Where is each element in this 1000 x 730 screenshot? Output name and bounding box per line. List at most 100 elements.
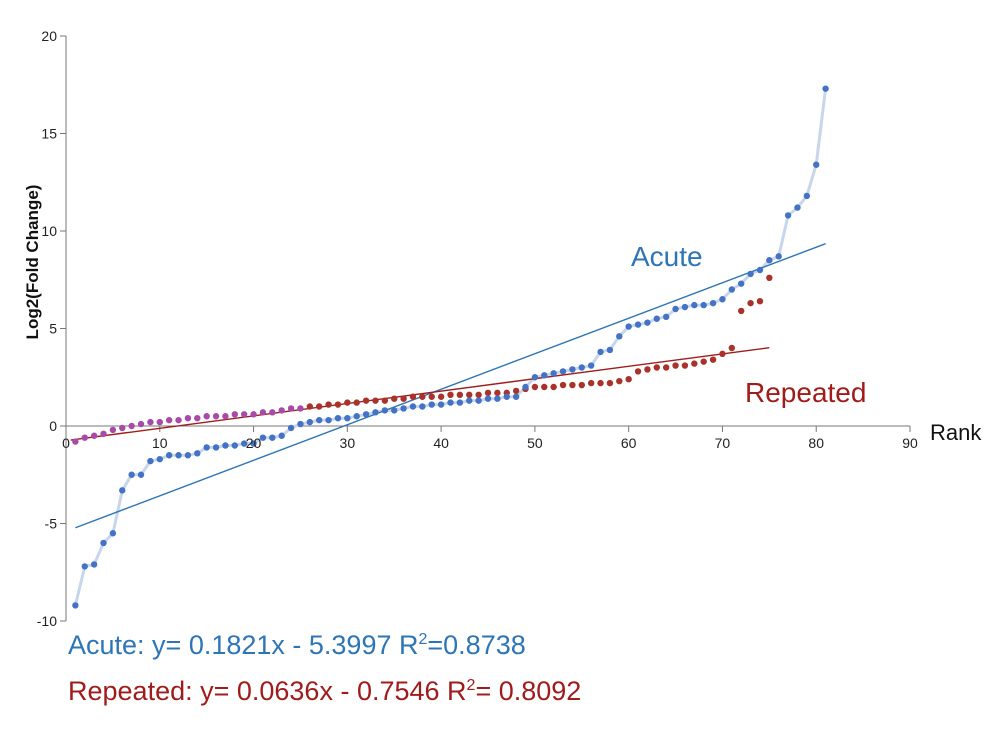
repeated-equation: Repeated: y= 0.0636x - 0.7546 R2= 0.8092 — [68, 676, 581, 707]
acute-point — [147, 457, 154, 465]
repeated-point — [672, 362, 679, 369]
repeated-point — [634, 368, 642, 375]
acute-point — [569, 366, 576, 373]
repeated-point — [419, 393, 426, 400]
repeated-point — [709, 356, 717, 363]
acute-r2-superscript: 2 — [418, 631, 428, 648]
acute-point — [597, 348, 604, 356]
acute-point — [747, 270, 754, 278]
acute-point — [512, 393, 520, 400]
repeated-point — [391, 395, 398, 402]
acute-point — [90, 561, 98, 568]
acute-point — [775, 253, 782, 260]
x-tick-label: 80 — [808, 435, 824, 451]
acute-point — [428, 401, 435, 408]
repeated-point — [747, 299, 754, 307]
trendlines — [70, 243, 826, 529]
acute-point — [794, 204, 801, 211]
repeated-point — [400, 395, 407, 402]
acute-point — [362, 411, 370, 418]
acute-point — [587, 362, 595, 369]
acute-point — [240, 440, 248, 447]
acute-point — [100, 539, 107, 547]
repeated-r2-superscript: 2 — [466, 677, 476, 694]
repeated-point — [728, 344, 736, 352]
repeated-point — [72, 438, 79, 445]
acute-point — [381, 407, 389, 414]
acute-point — [691, 301, 698, 309]
y-tick-label: 5 — [49, 321, 57, 337]
repeated-point — [90, 432, 98, 439]
acute-point — [391, 407, 398, 414]
repeated-point — [306, 403, 314, 410]
acute-point — [475, 397, 482, 404]
acute-point — [494, 395, 501, 402]
repeated-point — [362, 397, 370, 404]
acute-point — [784, 212, 792, 219]
acute-point — [297, 420, 304, 428]
acute-point — [700, 301, 707, 309]
repeated-point — [156, 418, 163, 426]
acute-point — [419, 403, 426, 410]
repeated-point — [616, 377, 623, 385]
repeated-point — [203, 413, 210, 420]
y-tick-label: 0 — [49, 418, 57, 434]
repeated-point — [240, 411, 248, 418]
series-connectors — [73, 88, 828, 606]
acute-point — [156, 455, 163, 463]
acute-connector-line — [73, 88, 828, 606]
acute-series-label: Acute — [631, 241, 703, 272]
acute-point — [447, 399, 454, 406]
repeated-point — [719, 350, 726, 358]
repeated-point — [644, 366, 651, 373]
repeated-point — [109, 426, 117, 434]
repeated-point — [475, 391, 482, 398]
acute-point — [137, 471, 145, 478]
acute-point — [409, 403, 417, 410]
repeated-point — [597, 379, 604, 387]
repeated-point — [738, 307, 745, 315]
acute-point — [212, 444, 220, 451]
acute-point — [728, 286, 736, 293]
repeated-point — [212, 413, 220, 420]
acute-point — [353, 413, 360, 420]
repeated-point — [353, 399, 360, 406]
repeated-point — [569, 381, 576, 389]
repeated-point — [606, 379, 614, 387]
acute-point — [72, 602, 79, 609]
x-axis-title: Rank — [930, 420, 982, 445]
repeated-point — [278, 407, 285, 414]
y-tick-label: 20 — [41, 28, 57, 44]
repeated-point — [372, 397, 379, 404]
data-points — [72, 85, 829, 609]
repeated-point — [756, 298, 764, 305]
acute-point — [616, 333, 623, 340]
repeated-point — [100, 430, 107, 437]
acute-point — [306, 418, 314, 426]
acute-point — [766, 257, 773, 264]
repeated-point — [231, 411, 238, 418]
repeated-point — [681, 362, 689, 369]
acute-point — [466, 397, 473, 404]
acute-point — [653, 315, 660, 322]
repeated-point — [512, 387, 520, 395]
acute-point — [559, 368, 567, 375]
repeated-point — [466, 391, 473, 398]
acute-point — [738, 280, 745, 287]
x-tick-label: 10 — [152, 435, 168, 451]
acute-point — [484, 395, 492, 402]
repeated-point — [194, 415, 201, 422]
repeated-trendline — [70, 347, 770, 441]
acute-point — [222, 442, 229, 449]
repeated-point — [428, 393, 435, 400]
acute-point — [81, 563, 88, 570]
repeated-point — [184, 415, 192, 422]
repeated-point — [691, 360, 698, 367]
y-axis-title: Log2(Fold Change) — [23, 185, 42, 340]
acute-point — [259, 434, 267, 441]
acute-point — [175, 452, 182, 459]
repeated-point — [484, 389, 492, 397]
repeated-point — [287, 405, 295, 412]
